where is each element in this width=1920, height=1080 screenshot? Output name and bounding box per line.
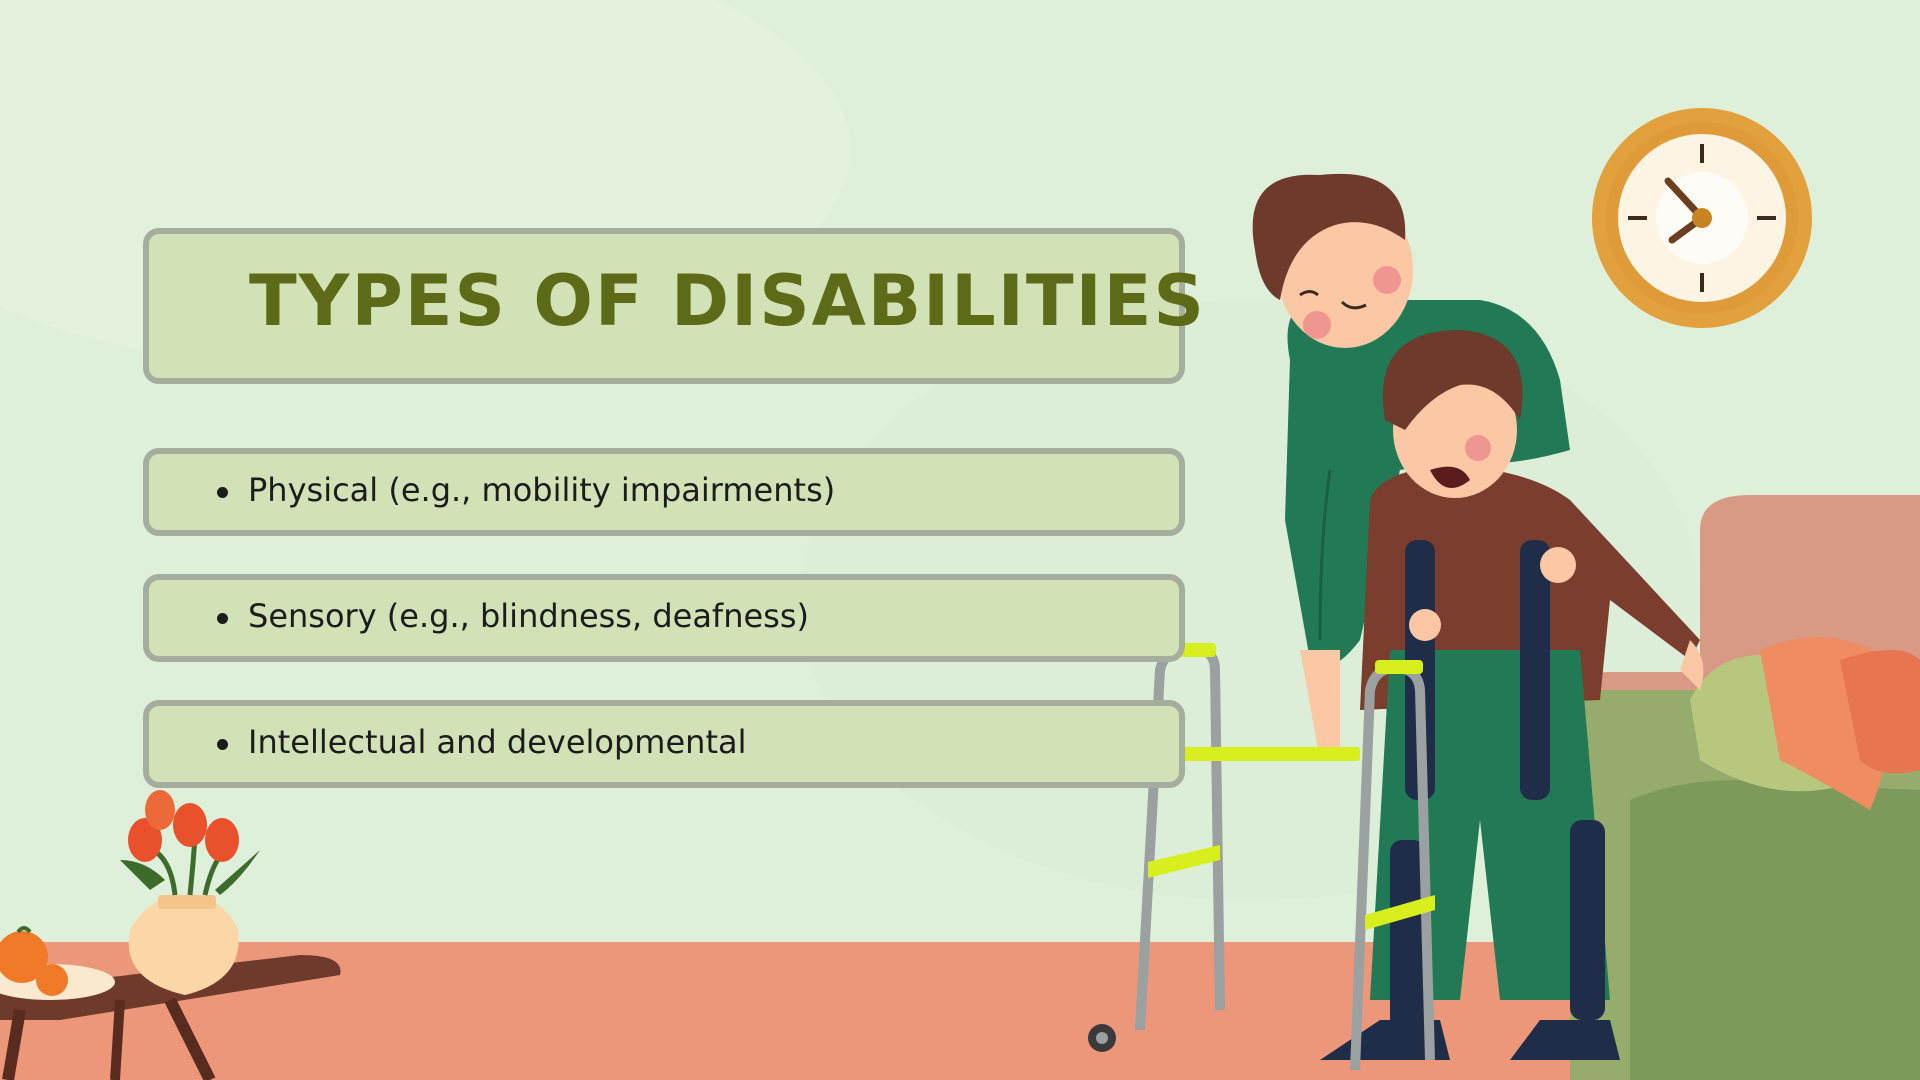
- slide-title: Types of Disabilities: [249, 260, 1206, 342]
- bullet-panel-sensory: Sensory (e.g., blindness, deafness): [143, 574, 1185, 662]
- bullet-dot-icon: [217, 739, 228, 750]
- sofa: [1570, 495, 1920, 1080]
- wall-clock-icon: [1592, 108, 1812, 328]
- bullet-text-physical: Physical (e.g., mobility impairments): [248, 471, 836, 509]
- bullet-panel-physical: Physical (e.g., mobility impairments): [143, 448, 1185, 536]
- bullet-text-intellectual: Intellectual and developmental: [248, 723, 747, 761]
- bullet-panel-intellectual: Intellectual and developmental: [143, 700, 1185, 788]
- title-panel: Types of Disabilities: [143, 228, 1204, 384]
- bullet-text-sensory: Sensory (e.g., blindness, deafness): [248, 597, 809, 635]
- bullet-dot-icon: [217, 613, 228, 624]
- flower-vase: [120, 790, 260, 995]
- fruit-plate: [0, 926, 115, 1000]
- bullet-dot-icon: [217, 487, 228, 498]
